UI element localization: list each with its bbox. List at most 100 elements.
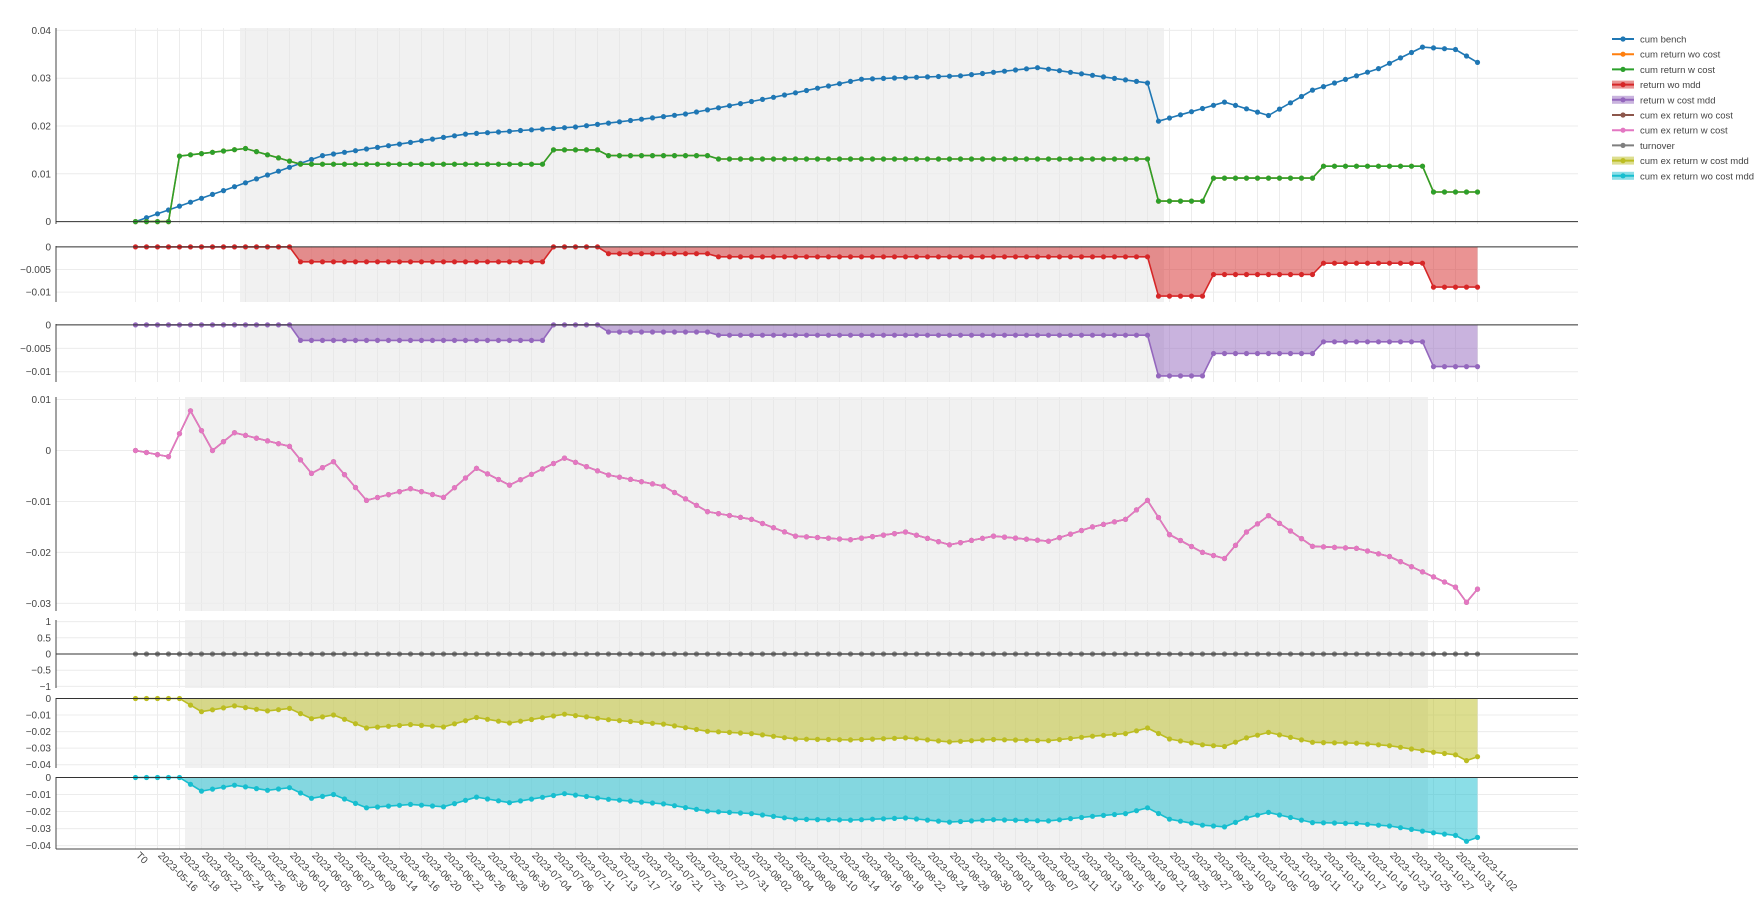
data-point	[1155, 293, 1162, 299]
data-point	[1309, 543, 1316, 549]
data-point	[418, 138, 425, 144]
data-point	[1408, 339, 1415, 345]
data-point	[671, 329, 678, 335]
data-point	[935, 738, 942, 744]
data-point	[1430, 749, 1437, 755]
data-point	[440, 494, 447, 500]
data-point	[1177, 198, 1184, 204]
data-point	[352, 161, 359, 167]
data-point	[363, 259, 370, 265]
data-point	[1309, 739, 1316, 745]
data-point	[682, 111, 689, 117]
data-point	[913, 736, 920, 742]
data-point	[1188, 109, 1195, 115]
legend-marker	[1620, 127, 1626, 133]
data-point	[979, 70, 986, 77]
data-point	[363, 146, 370, 152]
data-point	[1243, 529, 1250, 535]
data-point	[1023, 737, 1030, 743]
legend-label: cum return w cost	[1640, 65, 1715, 76]
data-point	[583, 123, 590, 129]
data-point	[715, 254, 722, 260]
data-point	[1353, 260, 1360, 266]
data-point	[1265, 350, 1272, 357]
data-point	[1441, 750, 1448, 757]
data-point	[319, 161, 326, 167]
y-tick-label: 0	[45, 217, 51, 228]
data-point	[726, 156, 733, 162]
panel-p3: 0 −0.005 −0.01	[20, 320, 1578, 382]
data-point	[605, 120, 612, 126]
data-point	[528, 796, 535, 802]
data-point	[341, 716, 348, 722]
data-point	[308, 470, 315, 476]
data-point	[1331, 740, 1338, 746]
y-tick-label: −0.01	[26, 711, 52, 722]
data-point	[814, 156, 821, 162]
data-point	[583, 464, 590, 470]
data-point	[418, 802, 425, 808]
data-point	[275, 707, 282, 713]
data-point	[968, 537, 975, 544]
data-point	[869, 736, 876, 742]
data-point	[968, 818, 975, 824]
data-point	[561, 455, 568, 461]
data-point	[737, 810, 744, 816]
data-point	[1199, 198, 1206, 204]
data-point	[1243, 106, 1250, 112]
data-point	[1067, 156, 1074, 162]
data-point	[1254, 109, 1261, 115]
data-point	[693, 726, 700, 733]
data-point	[1199, 822, 1206, 828]
data-point	[1441, 284, 1448, 290]
data-point	[671, 489, 678, 496]
data-point	[1221, 350, 1228, 357]
data-point	[341, 161, 348, 167]
data-point	[209, 447, 216, 454]
data-point	[847, 737, 854, 743]
data-point	[198, 151, 205, 157]
data-point	[1364, 260, 1371, 266]
data-point	[407, 161, 414, 167]
data-point	[1012, 535, 1019, 541]
data-point	[605, 796, 612, 802]
data-point	[814, 534, 821, 541]
data-point	[352, 484, 359, 491]
data-point	[616, 797, 623, 803]
data-point	[616, 119, 623, 125]
data-point	[1386, 743, 1393, 749]
data-point	[330, 337, 337, 343]
data-point	[1133, 156, 1140, 162]
data-point	[484, 161, 491, 167]
data-point	[1100, 332, 1107, 338]
data-point	[1452, 284, 1459, 290]
data-point	[1254, 271, 1261, 278]
data-point	[825, 156, 832, 162]
data-point	[1408, 163, 1415, 169]
data-point	[1276, 271, 1283, 278]
data-point	[770, 156, 777, 162]
data-point	[1155, 730, 1162, 737]
data-point	[1155, 373, 1162, 379]
data-point	[341, 259, 348, 265]
y-tick-label: −0.02	[26, 727, 52, 738]
legend-label: cum bench	[1640, 35, 1686, 46]
data-point	[583, 714, 590, 720]
data-point	[1199, 105, 1206, 112]
data-point	[979, 817, 986, 823]
data-point	[847, 78, 854, 84]
data-point	[1254, 521, 1261, 527]
data-point	[682, 496, 689, 502]
data-point	[1056, 68, 1063, 74]
data-point	[1122, 156, 1129, 162]
data-point	[451, 801, 458, 807]
data-point	[1243, 175, 1250, 181]
data-point	[1430, 574, 1437, 580]
legend-marker	[1620, 82, 1626, 88]
data-point	[1298, 536, 1305, 542]
data-point	[770, 813, 777, 820]
data-point	[220, 439, 227, 445]
data-point	[352, 337, 359, 343]
data-point	[891, 332, 898, 338]
data-point	[1067, 816, 1074, 822]
